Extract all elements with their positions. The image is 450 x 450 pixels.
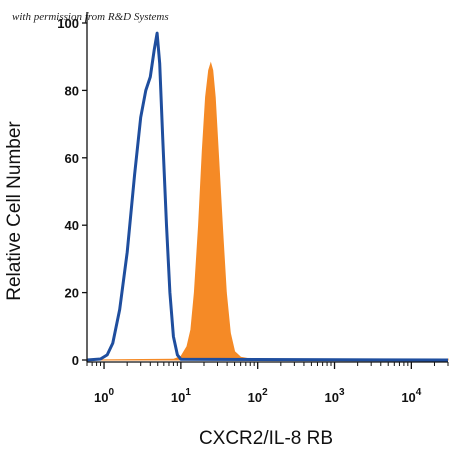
permission-watermark: with permission from R&D Systems xyxy=(12,11,169,23)
y-axis-title: Relative Cell Number xyxy=(4,121,25,301)
y-tick-label-0: 0 xyxy=(72,353,79,368)
histogram-series-2 xyxy=(86,61,449,361)
y-tick-label-80: 80 xyxy=(65,83,79,98)
x-tick-label-3: 103 xyxy=(325,387,345,405)
x-tick-label-4: 104 xyxy=(401,387,421,405)
x-axis-title: CXCR2/IL-8 RB xyxy=(199,428,333,449)
plot-area xyxy=(86,31,449,362)
x-tick-label-1: 101 xyxy=(171,387,191,405)
y-tick-label-100: 100 xyxy=(57,16,79,31)
x-tick-label-0: 100 xyxy=(94,387,114,405)
y-tick-label-40: 40 xyxy=(65,218,79,233)
axes: 0 20 40 60 80 100 100 101 102 103 104 xyxy=(57,12,449,405)
y-tick-label-20: 20 xyxy=(65,286,79,301)
histogram-series-1 xyxy=(86,31,449,362)
y-tick-label-60: 60 xyxy=(65,151,79,166)
x-tick-label-2: 102 xyxy=(248,387,268,405)
